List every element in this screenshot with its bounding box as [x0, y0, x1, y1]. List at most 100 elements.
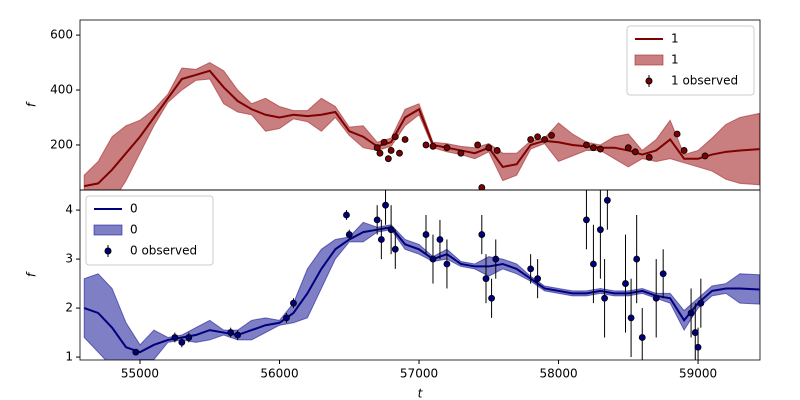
observed-point — [590, 260, 597, 268]
legend-box — [85, 195, 214, 266]
observed-point — [590, 144, 597, 152]
legend-label: 0 — [130, 223, 138, 237]
legend-label: 1 — [671, 32, 679, 46]
observed-point — [687, 309, 695, 317]
observed-point — [478, 184, 486, 190]
observed-point — [401, 136, 409, 143]
observed-point — [429, 142, 437, 150]
observed-point — [485, 144, 493, 152]
observed-point — [436, 236, 444, 243]
observed-point — [132, 348, 140, 356]
observed-point — [396, 149, 403, 157]
y-tick-label: 4 — [65, 203, 73, 217]
x-tick-label: 56000 — [260, 367, 298, 381]
observed-point — [583, 216, 590, 224]
legend-swatch — [645, 77, 653, 85]
observed-point — [457, 149, 465, 157]
y-tick-label: 2 — [65, 301, 73, 315]
observed-point — [443, 260, 451, 268]
x-tick-label: 57000 — [400, 367, 438, 381]
observed-point — [673, 130, 681, 138]
observed-point — [380, 138, 388, 146]
observed-point — [691, 329, 699, 336]
observed-point — [376, 149, 384, 157]
observed-point — [631, 148, 639, 156]
observed-point — [627, 314, 635, 322]
observed-point — [694, 343, 702, 351]
observed-point — [622, 280, 629, 287]
legend-label: 1 observed — [671, 74, 738, 88]
y-axis-label: f — [25, 101, 39, 107]
observed-point — [603, 196, 611, 204]
observed-point — [527, 136, 535, 143]
legend-swatch — [104, 247, 112, 255]
observed-point — [633, 255, 641, 263]
x-axis-label: t — [418, 387, 424, 400]
observed-point — [178, 338, 186, 346]
y-tick-label: 200 — [50, 137, 73, 151]
y-axis-label: f — [25, 271, 39, 277]
observed-point — [227, 329, 235, 336]
observed-point — [377, 236, 385, 243]
observed-point — [234, 331, 242, 339]
x-tick-label: 58000 — [539, 367, 577, 381]
legend-label: 1 — [671, 53, 679, 67]
observed-point — [541, 136, 548, 143]
observed-point — [652, 294, 660, 302]
observed-point — [391, 133, 399, 141]
confidence-band — [83, 62, 760, 190]
observed-point — [373, 216, 381, 224]
y-tick-label: 600 — [50, 28, 73, 42]
y-tick-label: 400 — [50, 83, 73, 97]
observed-point — [534, 133, 542, 141]
y-tick-label: 3 — [65, 252, 73, 266]
observed-point — [493, 147, 501, 154]
x-tick-label: 59000 — [679, 367, 717, 381]
observed-point — [283, 314, 290, 322]
observed-point — [548, 131, 555, 139]
observed-point — [701, 152, 709, 160]
mean-line — [83, 226, 760, 354]
observed-point — [422, 141, 430, 149]
observed-point — [534, 275, 542, 283]
legend-box — [626, 25, 755, 96]
observed-point — [443, 144, 451, 152]
observed-point — [422, 231, 430, 238]
observed-point — [482, 275, 490, 283]
observed-point — [343, 211, 350, 219]
x-tick-label: 55000 — [121, 367, 159, 381]
observed-point — [290, 299, 297, 307]
observed-point — [387, 226, 395, 234]
y-tick-label: 1 — [65, 350, 73, 364]
legend-swatch — [634, 54, 664, 66]
plot-area — [83, 62, 760, 190]
observed-point — [384, 155, 392, 163]
observed-point — [583, 141, 590, 149]
legend-label: 0 — [130, 202, 138, 216]
observed-point — [638, 334, 646, 341]
axes-frame — [79, 189, 761, 361]
observed-point — [382, 201, 389, 209]
observed-point — [596, 145, 604, 153]
legend-swatch — [93, 224, 123, 236]
observed-point — [185, 334, 193, 341]
observed-point — [474, 141, 482, 149]
observed-point — [680, 147, 688, 154]
observed-point — [488, 294, 495, 302]
observed-point — [624, 144, 632, 152]
observed-point — [345, 231, 353, 238]
observed-point — [429, 255, 437, 263]
observed-point — [373, 144, 381, 152]
observed-point — [171, 334, 179, 341]
mean-line — [83, 69, 760, 188]
observed-point — [527, 265, 535, 273]
observed-point — [697, 299, 705, 307]
observed-point — [391, 245, 399, 253]
observed-point — [478, 231, 486, 238]
legend-label: 0 observed — [130, 244, 197, 258]
observed-point — [387, 147, 395, 154]
observed-point — [659, 270, 667, 278]
observed-point — [601, 294, 608, 302]
plot-area — [83, 190, 760, 360]
